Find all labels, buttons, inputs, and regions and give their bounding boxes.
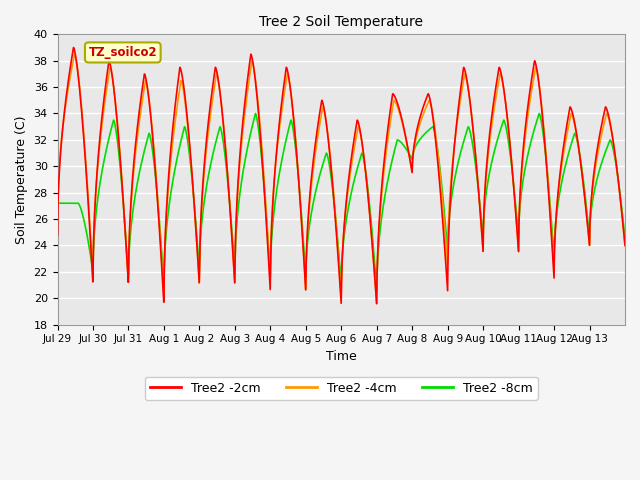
Legend: Tree2 -2cm, Tree2 -4cm, Tree2 -8cm: Tree2 -2cm, Tree2 -4cm, Tree2 -8cm xyxy=(145,377,538,399)
Title: Tree 2 Soil Temperature: Tree 2 Soil Temperature xyxy=(259,15,423,29)
Text: TZ_soilco2: TZ_soilco2 xyxy=(88,46,157,59)
X-axis label: Time: Time xyxy=(326,350,356,363)
Y-axis label: Soil Temperature (C): Soil Temperature (C) xyxy=(15,115,28,244)
